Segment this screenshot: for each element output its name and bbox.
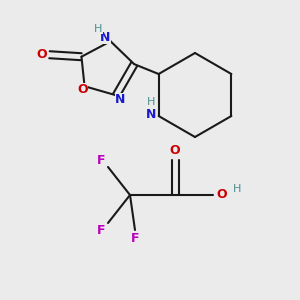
Text: H: H: [94, 24, 103, 34]
Text: F: F: [97, 154, 105, 167]
Text: F: F: [97, 224, 105, 236]
Text: O: O: [170, 145, 180, 158]
Text: H: H: [146, 97, 155, 107]
Text: N: N: [115, 93, 125, 106]
Text: H: H: [233, 184, 241, 194]
Text: O: O: [77, 83, 88, 96]
Text: N: N: [146, 107, 156, 121]
Text: O: O: [217, 188, 227, 202]
Text: N: N: [100, 31, 111, 44]
Text: F: F: [131, 232, 139, 245]
Text: O: O: [36, 48, 47, 61]
